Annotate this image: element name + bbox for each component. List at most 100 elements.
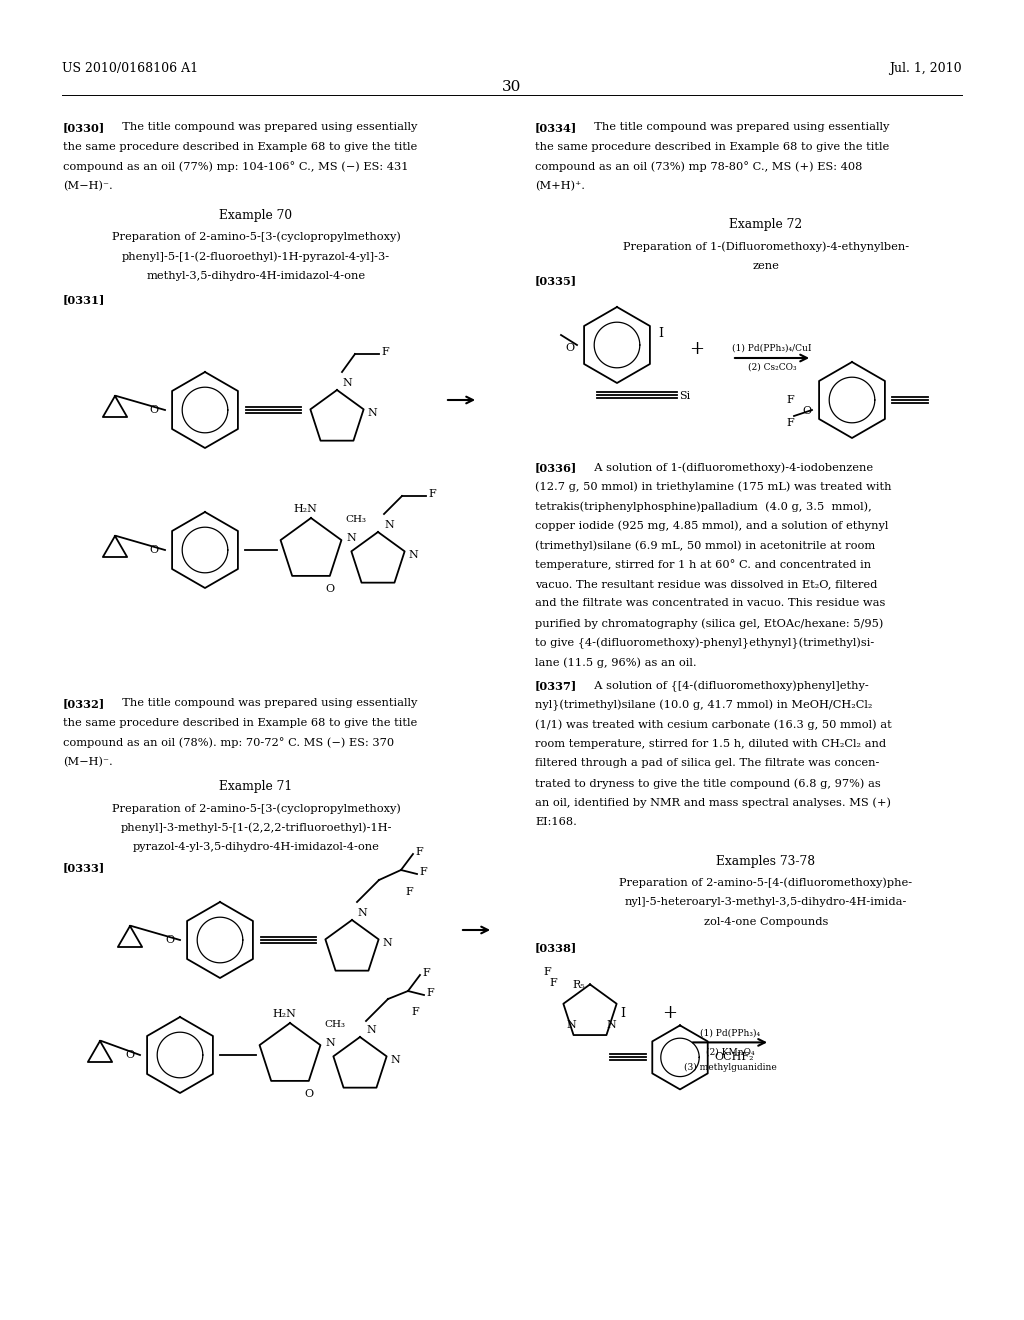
Text: [0334]: [0334] (535, 121, 578, 133)
Text: F: F (381, 347, 389, 356)
Text: N: N (384, 520, 394, 531)
Text: N: N (357, 908, 367, 917)
Text: (12.7 g, 50 mmol) in triethylamine (175 mL) was treated with: (12.7 g, 50 mmol) in triethylamine (175 … (535, 482, 892, 492)
Text: pyrazol-4-yl-3,5-dihydro-4H-imidazol-4-one: pyrazol-4-yl-3,5-dihydro-4H-imidazol-4-o… (132, 842, 380, 853)
Text: N: N (366, 1026, 376, 1035)
Text: I: I (620, 1007, 625, 1020)
Text: methyl-3,5-dihydro-4H-imidazol-4-one: methyl-3,5-dihydro-4H-imidazol-4-one (146, 271, 366, 281)
Text: F: F (426, 987, 434, 998)
Text: room temperature, stirred for 1.5 h, diluted with CH₂Cl₂ and: room temperature, stirred for 1.5 h, dil… (535, 739, 886, 748)
Text: vacuo. The resultant residue was dissolved in Et₂O, filtered: vacuo. The resultant residue was dissolv… (535, 579, 878, 589)
Text: Examples 73-78: Examples 73-78 (717, 854, 815, 867)
Text: copper iodide (925 mg, 4.85 mmol), and a solution of ethynyl: copper iodide (925 mg, 4.85 mmol), and a… (535, 520, 889, 531)
Text: Preparation of 1-(Difluoromethoxy)-4-ethynylben-: Preparation of 1-(Difluoromethoxy)-4-eth… (623, 242, 909, 252)
Text: A solution of {[4-(difluoromethoxy)phenyl]ethy-: A solution of {[4-(difluoromethoxy)pheny… (587, 681, 868, 692)
Text: Si: Si (679, 391, 690, 401)
Text: temperature, stirred for 1 h at 60° C. and concentrated in: temperature, stirred for 1 h at 60° C. a… (535, 560, 871, 570)
Text: (1) Pd(PPh₃)₄: (1) Pd(PPh₃)₄ (700, 1028, 760, 1038)
Text: O: O (150, 545, 159, 554)
Text: +: + (662, 1005, 677, 1023)
Text: compound as an oil (78%). mp: 70-72° C. MS (−) ES: 370: compound as an oil (78%). mp: 70-72° C. … (63, 737, 394, 748)
Text: OCHF₂: OCHF₂ (714, 1052, 754, 1063)
Text: Preparation of 2-amino-5-[3-(cyclopropylmethoxy): Preparation of 2-amino-5-[3-(cyclopropyl… (112, 232, 400, 243)
Text: F: F (786, 418, 794, 428)
Text: N: N (367, 408, 377, 418)
Text: filtered through a pad of silica gel. The filtrate was concen-: filtered through a pad of silica gel. Th… (535, 759, 880, 768)
Text: (1/1) was treated with cesium carbonate (16.3 g, 50 mmol) at: (1/1) was treated with cesium carbonate … (535, 719, 892, 730)
Text: (1) Pd(PPh₃)₄/CuI: (1) Pd(PPh₃)₄/CuI (732, 345, 812, 352)
Text: (M−H)⁻.: (M−H)⁻. (63, 181, 113, 191)
Text: [0333]: [0333] (63, 862, 105, 873)
Text: (2) Cs₂CO₃: (2) Cs₂CO₃ (748, 363, 797, 372)
Text: phenyl]-5-[1-(2-fluoroethyl)-1H-pyrazol-4-yl]-3-: phenyl]-5-[1-(2-fluoroethyl)-1H-pyrazol-… (122, 251, 390, 261)
Text: N: N (566, 1020, 575, 1031)
Text: the same procedure described in Example 68 to give the title: the same procedure described in Example … (535, 141, 889, 152)
Text: an oil, identified by NMR and mass spectral analyses. MS (+): an oil, identified by NMR and mass spect… (535, 797, 891, 808)
Text: [0336]: [0336] (535, 462, 578, 473)
Text: compound as an oil (77%) mp: 104-106° C., MS (−) ES: 431: compound as an oil (77%) mp: 104-106° C.… (63, 161, 409, 172)
Text: nyl]-5-heteroaryl-3-methyl-3,5-dihydro-4H-imida-: nyl]-5-heteroaryl-3-methyl-3,5-dihydro-4… (625, 898, 907, 907)
Text: F: F (415, 847, 423, 857)
Text: (trimethyl)silane (6.9 mL, 50 mmol) in acetonitrile at room: (trimethyl)silane (6.9 mL, 50 mmol) in a… (535, 540, 876, 550)
Text: O: O (304, 1089, 313, 1100)
Text: F: F (786, 395, 794, 405)
Text: I: I (658, 327, 663, 341)
Text: F: F (428, 488, 436, 499)
Text: CH₃: CH₃ (345, 515, 366, 524)
Text: Example 70: Example 70 (219, 209, 293, 222)
Text: Preparation of 2-amino-5-[3-(cyclopropylmethoxy): Preparation of 2-amino-5-[3-(cyclopropyl… (112, 804, 400, 814)
Text: the same procedure described in Example 68 to give the title: the same procedure described in Example … (63, 718, 417, 727)
Text: tetrakis(triphenylphosphine)palladium  (4.0 g, 3.5  mmol),: tetrakis(triphenylphosphine)palladium (4… (535, 502, 871, 512)
Text: R₅: R₅ (572, 981, 585, 990)
Text: The title compound was prepared using essentially: The title compound was prepared using es… (587, 121, 890, 132)
Text: O: O (802, 407, 811, 416)
Text: Jul. 1, 2010: Jul. 1, 2010 (890, 62, 962, 75)
Text: N: N (408, 550, 418, 560)
Text: [0338]: [0338] (535, 942, 578, 953)
Text: N: N (346, 533, 355, 543)
Text: 30: 30 (503, 81, 521, 94)
Text: (M+H)⁺.: (M+H)⁺. (535, 181, 585, 191)
Text: [0337]: [0337] (535, 681, 578, 692)
Text: A solution of 1-(difluoromethoxy)-4-iodobenzene: A solution of 1-(difluoromethoxy)-4-iodo… (587, 462, 873, 473)
Text: F: F (411, 1007, 419, 1016)
Text: O: O (165, 935, 174, 945)
Text: +: + (689, 341, 705, 358)
Text: N: N (325, 1038, 335, 1048)
Text: lane (11.5 g, 96%) as an oil.: lane (11.5 g, 96%) as an oil. (535, 657, 696, 668)
Text: CH₃: CH₃ (324, 1020, 345, 1030)
Text: H₂N: H₂N (293, 504, 316, 513)
Text: Example 71: Example 71 (219, 780, 293, 793)
Text: (M−H)⁻.: (M−H)⁻. (63, 756, 113, 767)
Text: O: O (565, 343, 574, 352)
Text: phenyl]-3-methyl-5-[1-(2,2,2-trifluoroethyl)-1H-: phenyl]-3-methyl-5-[1-(2,2,2-trifluoroet… (120, 822, 392, 833)
Text: zene: zene (753, 261, 779, 271)
Text: (3) methylguanidine: (3) methylguanidine (684, 1063, 776, 1072)
Text: O: O (125, 1049, 134, 1060)
Text: N: N (342, 378, 352, 388)
Text: US 2010/0168106 A1: US 2010/0168106 A1 (62, 62, 198, 75)
Text: nyl}(trimethyl)silane (10.0 g, 41.7 mmol) in MeOH/CH₂Cl₂: nyl}(trimethyl)silane (10.0 g, 41.7 mmol… (535, 700, 872, 711)
Text: EI:168.: EI:168. (535, 817, 577, 828)
Text: The title compound was prepared using essentially: The title compound was prepared using es… (115, 121, 418, 132)
Text: to give {4-(difluoromethoxy)-phenyl}ethynyl}(trimethyl)si-: to give {4-(difluoromethoxy)-phenyl}ethy… (535, 638, 874, 649)
Text: N: N (390, 1055, 399, 1065)
Text: [0335]: [0335] (535, 275, 578, 286)
Text: [0330]: [0330] (63, 121, 105, 133)
Text: the same procedure described in Example 68 to give the title: the same procedure described in Example … (63, 141, 417, 152)
Text: purified by chromatography (silica gel, EtOAc/hexane: 5/95): purified by chromatography (silica gel, … (535, 618, 884, 628)
Text: and the filtrate was concentrated in vacuo. This residue was: and the filtrate was concentrated in vac… (535, 598, 886, 609)
Text: [0331]: [0331] (63, 294, 105, 305)
Text: trated to dryness to give the title compound (6.8 g, 97%) as: trated to dryness to give the title comp… (535, 777, 881, 788)
Text: Example 72: Example 72 (729, 218, 803, 231)
Text: O: O (325, 583, 334, 594)
Text: F: F (544, 968, 551, 977)
Text: N: N (606, 1020, 615, 1031)
Text: compound as an oil (73%) mp 78-80° C., MS (+) ES: 408: compound as an oil (73%) mp 78-80° C., M… (535, 161, 862, 172)
Text: [0332]: [0332] (63, 698, 105, 709)
Text: O: O (150, 405, 159, 414)
Text: F: F (419, 867, 427, 876)
Text: H₂N: H₂N (272, 1008, 296, 1019)
Text: N: N (382, 939, 392, 948)
Text: F: F (406, 887, 413, 898)
